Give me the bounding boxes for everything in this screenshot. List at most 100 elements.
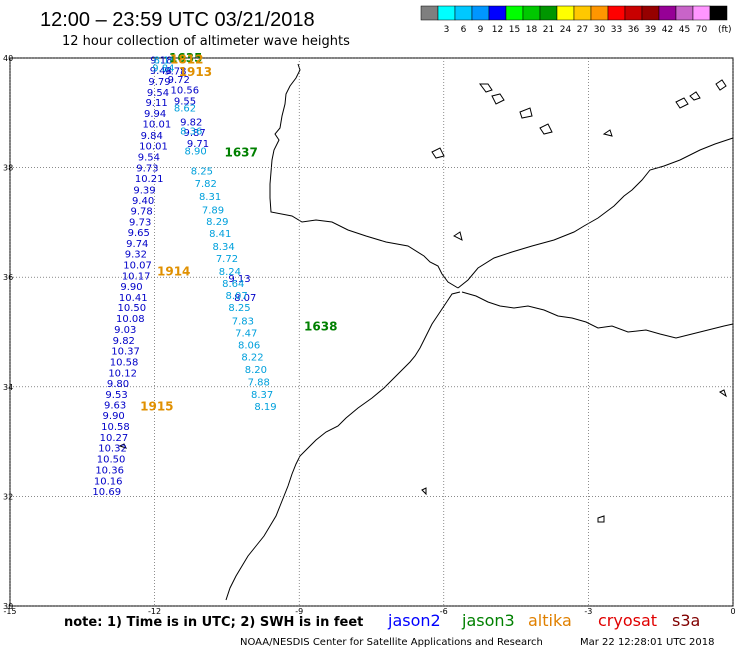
wave-height-value: 9.82	[113, 336, 135, 347]
colorbar-swatch	[590, 5, 609, 21]
colorbar-unit: (ft)	[718, 25, 732, 35]
wave-height-value: 9.53	[105, 390, 127, 401]
wave-height-value: 10.27	[100, 433, 129, 444]
lon-axis-labels: -15 -12 -9 -6 -3 0	[3, 607, 735, 616]
wave-height-value: 9.54	[138, 152, 160, 163]
lon-tick-label: -15	[3, 607, 16, 616]
pass-time-label: 1637	[224, 146, 257, 160]
colorbar-label: 42	[662, 25, 673, 35]
wave-height-value: 9.82	[180, 117, 202, 128]
lon-tick-label: -12	[148, 607, 161, 616]
colorbar-label: 27	[577, 25, 588, 35]
colorbar-label: 24	[560, 25, 572, 35]
wave-height-value: 8.37	[251, 390, 273, 401]
colorbar-swatch	[692, 5, 711, 21]
wave-height-value: 9.78	[164, 66, 186, 77]
wave-height-value: 8.06	[238, 340, 260, 351]
colorbar-label: 33	[611, 25, 622, 35]
wave-height-value: 7.72	[216, 254, 238, 265]
wave-height-value: 9.72	[168, 75, 190, 86]
wave-height-value: 10.12	[108, 368, 137, 379]
colorbar-label: 36	[628, 25, 640, 35]
wave-height-value: 8.18	[154, 55, 176, 66]
wave-height-value: 9.94	[144, 109, 166, 120]
wave-height-value: 10.58	[110, 357, 139, 368]
wave-height-value: 10.01	[139, 142, 168, 153]
wave-height-value: 8.19	[254, 402, 276, 413]
wave-height-value: 10.58	[101, 422, 130, 433]
lat-tick-label: 40	[3, 54, 13, 63]
colorbar-swatch	[624, 5, 643, 21]
pass-time-label: 1638	[304, 319, 337, 333]
lat-tick-label: 30	[3, 602, 13, 611]
pass-time-label: 1913	[179, 65, 212, 79]
wave-height-value: 9.87	[184, 128, 206, 139]
wave-height-value: 8.07	[234, 293, 256, 304]
colorbar-legend: 3 6 9 12 15 18 21 24 27 30 33 36 39 42 45 70 (ft)	[420, 5, 732, 35]
colorbar-swatch	[709, 5, 728, 21]
coastline	[118, 63, 734, 601]
wave-height-value: 10.17	[122, 271, 151, 282]
wave-height-value: 9.54	[147, 88, 169, 99]
wave-height-value: 9.84	[141, 131, 163, 142]
wave-height-value: 8.22	[241, 352, 263, 363]
satellite-legend: jason2 jason3 altika cryosat s3a	[387, 611, 700, 630]
wave-height-value: 9.73	[136, 163, 158, 174]
satellite-legend-item: cryosat	[598, 611, 657, 630]
colorbar-swatch	[658, 5, 677, 21]
wave-height-value: 9.13	[228, 274, 250, 285]
wave-height-value: 9.11	[145, 98, 167, 109]
colorbar-label: 3	[444, 25, 450, 35]
altimeter-tracks: 9.189.489.799.549.119.9410.019.8410.019.…	[92, 55, 276, 497]
wave-height-value: 8.31	[199, 192, 221, 203]
colorbar-label: 70	[696, 25, 708, 35]
wave-height-value: 9.73	[129, 218, 151, 229]
wave-height-value: 9.63	[104, 401, 126, 412]
colorbar-label: 45	[679, 25, 690, 35]
wave-height-value: 8.64	[222, 279, 244, 290]
satellite-legend-item: s3a	[672, 611, 700, 630]
wave-height-value: 7.83	[232, 316, 254, 327]
wave-height-value: 10.16	[94, 476, 123, 487]
colorbar-swatch	[641, 5, 660, 21]
wave-height-value: 9.55	[174, 97, 196, 108]
colorbar-swatch	[675, 5, 694, 21]
wave-height-value: 9.39	[133, 185, 155, 196]
wave-height-value: 7.82	[195, 179, 217, 190]
satellite-legend-item: altika	[528, 611, 572, 630]
wave-height-value: 10.07	[123, 260, 152, 271]
satellite-legend-item: jason2	[387, 611, 441, 630]
wave-height-value: 10.01	[143, 120, 172, 131]
colorbar-label: 15	[509, 25, 520, 35]
wave-height-value: 8.34	[212, 242, 234, 253]
wave-height-value: 10.32	[98, 443, 127, 454]
colorbar-swatch	[556, 5, 575, 21]
colorbar-swatch	[607, 5, 626, 21]
satellite-legend-item: jason3	[461, 611, 515, 630]
colorbar-label: 9	[478, 25, 484, 35]
colorbar-swatch	[454, 5, 473, 21]
wave-height-value: 9.74	[126, 239, 148, 250]
wave-height-value: 10.41	[119, 293, 148, 304]
colorbar-swatch	[420, 5, 439, 21]
colorbar-label: 39	[645, 25, 657, 35]
wave-height-value: 8.25	[191, 167, 213, 178]
lat-tick-label: 34	[3, 383, 13, 392]
wave-height-value: 7.88	[248, 378, 270, 389]
wave-height-value: 7.47	[235, 328, 257, 339]
wave-height-value: 10.21	[135, 174, 164, 185]
wave-height-value: 9.03	[114, 325, 136, 336]
wave-height-value: 9.32	[125, 249, 147, 260]
wave-height-value: 10.56	[171, 86, 200, 97]
colorbar-label: 30	[594, 25, 606, 35]
colorbar-label: 18	[526, 25, 538, 35]
wave-height-value: 9.80	[107, 379, 129, 390]
wave-height-value: 9.78	[131, 207, 153, 218]
wave-height-value: 8.25	[228, 303, 250, 314]
footer-credit: NOAA/NESDIS Center for Satellite Applica…	[240, 637, 543, 648]
wave-height-value: 10.69	[92, 487, 121, 498]
wave-height-value: 10.50	[117, 303, 146, 314]
wave-height-value: 9.65	[128, 228, 150, 239]
